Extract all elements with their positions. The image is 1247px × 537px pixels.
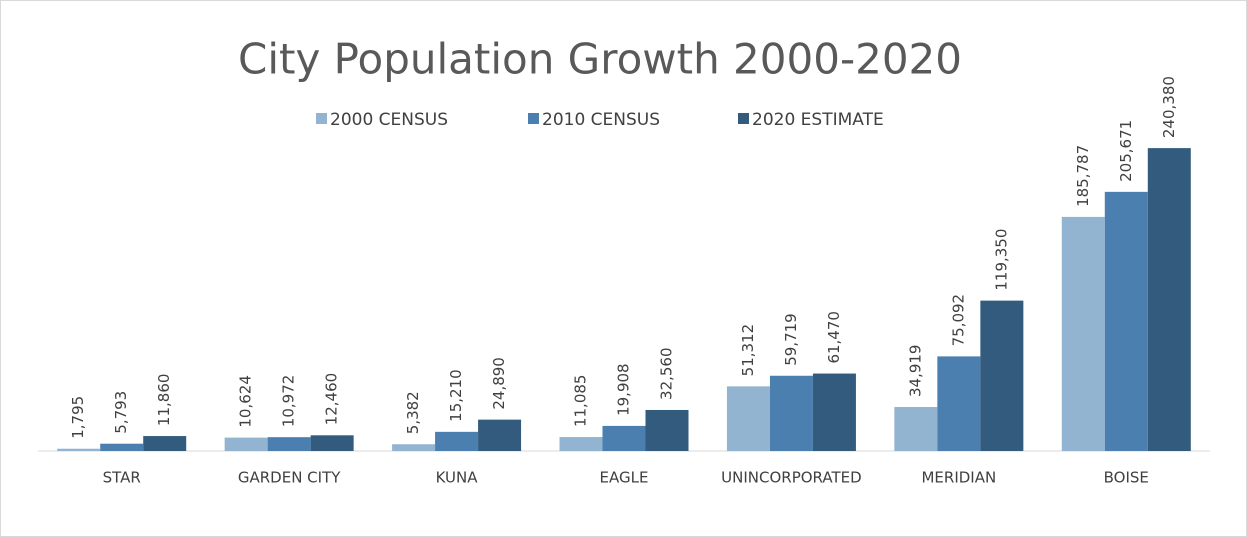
data-label: 205,671 [1117,120,1135,182]
data-label: 19,908 [615,363,633,416]
data-label: 185,787 [1074,145,1092,207]
data-label: 5,793 [112,391,130,434]
x-tick-label: GARDEN CITY [238,469,341,487]
data-label: 12,460 [323,373,341,426]
chart-title: City Population Growth 2000-2020 [238,35,962,84]
x-tick-label: UNINCORPORATED [721,469,862,487]
bar [1061,216,1105,451]
data-label: 32,560 [658,347,676,400]
data-label: 34,919 [906,345,924,398]
data-label: 24,890 [490,357,508,409]
legend-swatch [738,113,749,124]
bar [57,448,101,451]
data-label: 10,972 [280,375,298,428]
bar [980,300,1024,451]
bar [392,444,436,451]
data-label: 11,860 [155,374,173,427]
data-label: 119,350 [992,229,1010,291]
data-label: 10,624 [237,375,255,428]
bar [559,437,603,451]
bar [478,419,522,451]
bar [224,437,268,451]
bar [645,409,689,451]
bar [894,407,938,451]
legend-swatch [528,113,539,124]
data-label: 51,312 [739,324,757,377]
data-label: 5,382 [404,391,422,434]
x-tick-label: KUNA [436,469,479,487]
data-label: 11,085 [572,375,590,428]
bar [937,356,981,451]
data-label: 240,380 [1160,76,1178,138]
bar [769,375,813,451]
data-label: 15,210 [447,369,465,422]
x-tick-label: STAR [103,469,141,487]
bar [100,443,144,451]
x-tick-label: BOISE [1104,469,1149,487]
legend-label: 2000 CENSUS [330,110,448,130]
bar [310,435,354,451]
x-tick-label: MERIDIAN [921,469,996,487]
bar [435,431,479,451]
data-label: 1,795 [69,396,87,439]
bar [726,386,770,451]
legend-label: 2020 ESTIMATE [752,110,884,130]
bar [1147,148,1191,451]
data-label: 61,470 [825,311,843,364]
bar [812,373,856,451]
x-tick-label: EAGLE [600,469,649,487]
legend-swatch [316,113,327,124]
legend-label: 2010 CENSUS [542,110,660,130]
bar [1104,191,1148,451]
data-label: 75,092 [949,294,967,347]
bar [143,436,187,451]
bar [602,425,646,451]
data-label: 59,719 [782,313,800,366]
bar [267,437,311,451]
